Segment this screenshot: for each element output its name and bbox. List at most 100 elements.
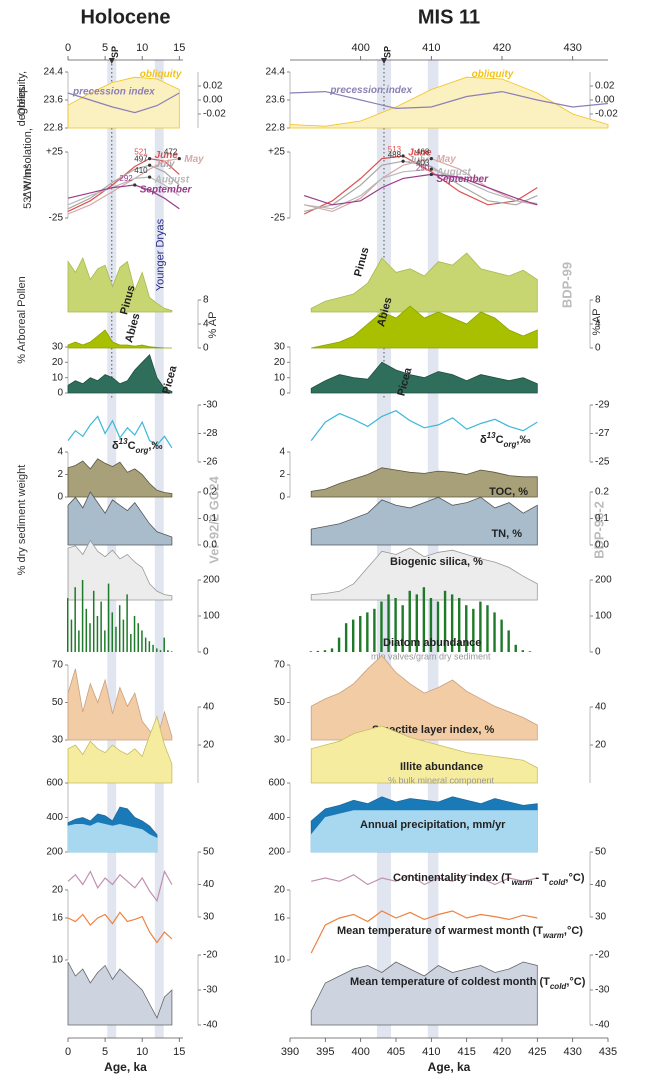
bar: [528, 651, 532, 652]
y-tick-label: 400: [268, 812, 285, 823]
y-tick-label: 100: [203, 611, 220, 622]
bar: [486, 605, 489, 652]
y-tick-label: -25: [595, 457, 610, 468]
sp-label: SP: [382, 46, 392, 58]
y-tick-label: -30: [595, 985, 610, 996]
y-tick-label: 20: [203, 740, 215, 751]
peak-point: [133, 183, 137, 187]
x-tick-label: 0: [65, 1046, 71, 1058]
y-tick-label: 0: [57, 492, 63, 503]
label-part: cold: [549, 878, 567, 887]
bar: [458, 598, 461, 652]
sp-label: SP: [110, 46, 120, 58]
bar: [100, 601, 102, 652]
area: [67, 491, 173, 546]
y-tick-label: 24.4: [266, 67, 286, 78]
y-tick-label: 200: [46, 847, 63, 858]
bar: [152, 644, 154, 652]
x-tick-label: 430: [563, 1046, 581, 1058]
x-tick-label: 410: [422, 1046, 440, 1058]
bar: [507, 630, 510, 652]
x-tick-label: 5: [102, 42, 108, 54]
x-tick-label: 420: [493, 1046, 511, 1058]
peak-point: [177, 157, 181, 161]
y-tick-label: 0: [203, 343, 209, 354]
label-part: 13: [487, 431, 496, 440]
bar: [380, 601, 383, 652]
bar: [422, 587, 426, 652]
area: [289, 76, 609, 129]
bar: [323, 650, 327, 652]
y-tick-label: 400: [46, 812, 63, 823]
y-tick-label: 70: [52, 660, 64, 671]
y-tick-label: 4: [595, 319, 601, 330]
bar: [167, 650, 169, 652]
side-label: % AP: [591, 309, 603, 336]
y-tick-label: -40: [595, 1020, 610, 1031]
series-name: May: [436, 154, 456, 165]
line: [303, 173, 538, 206]
x-tick-label: 435: [599, 1046, 617, 1058]
bar: [443, 590, 447, 652]
y-tick-label: -28: [203, 428, 218, 439]
y-tick-label: 40: [203, 879, 215, 890]
label-part: warm: [543, 931, 564, 940]
x-tick-label: 15: [173, 42, 185, 54]
line: [289, 90, 609, 110]
y-tick-label: 16: [52, 913, 64, 924]
x-tick-label: 15: [173, 1046, 185, 1058]
y-tick-label: 20: [52, 885, 64, 896]
y-tick-label: 20: [52, 357, 64, 368]
bar: [118, 605, 121, 652]
bar: [78, 630, 80, 652]
series-name: obliquity: [140, 69, 182, 80]
bar: [96, 616, 99, 652]
sp-marker: [108, 58, 115, 64]
axis-label: Obliquity,: [16, 71, 28, 116]
side-label: BDP-96-2: [591, 501, 606, 559]
peak-label: 403: [416, 158, 430, 167]
bar: [148, 641, 151, 652]
y-tick-label: 8: [203, 295, 209, 306]
y-tick-label: 23.6: [266, 95, 286, 106]
y-tick-label: 0.1: [595, 513, 609, 524]
x-tick-label: 410: [422, 42, 440, 54]
bar: [352, 619, 355, 652]
time-band: [376, 60, 392, 1038]
bar: [330, 648, 334, 652]
y-tick-label: 0.2: [203, 487, 217, 498]
y-tick-label: 23.6: [44, 95, 64, 106]
panel-label: Diatom abundance: [383, 637, 481, 649]
label-part: ,°C): [564, 925, 583, 937]
y-tick-label: +25: [268, 147, 285, 158]
x-tick-label: 10: [136, 42, 148, 54]
axis-label: ΔW/m²: [22, 164, 34, 198]
y-tick-label: 0.1: [203, 513, 217, 524]
axis-label: % dry sediment weight: [16, 465, 28, 576]
peak-point: [148, 163, 152, 167]
time-band: [107, 60, 117, 1038]
line: [67, 911, 173, 944]
y-tick-label: 24.4: [44, 67, 64, 78]
y-tick-label: 50: [595, 847, 607, 858]
panel-label: Mean temperature of coldest month (Tcold…: [350, 976, 586, 991]
y-tick-label: 16: [274, 913, 286, 924]
bar: [493, 612, 496, 652]
line: [310, 410, 538, 441]
peak-label: 292: [119, 174, 133, 183]
x-axis-label: Age, ka: [104, 1060, 147, 1074]
peak-label: 410: [134, 166, 148, 175]
area: [67, 329, 172, 349]
line: [67, 176, 180, 206]
y-tick-label: 0.00: [203, 95, 223, 106]
sp-marker: [380, 58, 387, 64]
peak-point: [148, 175, 152, 179]
panel-label: Biogenic silica, %: [390, 556, 483, 568]
line: [303, 160, 538, 212]
panel-label: Smectite layer index, %: [372, 724, 494, 736]
y-tick-label: 4: [279, 447, 285, 458]
y-tick-label: 30: [274, 735, 286, 746]
x-tick-label: 405: [387, 1046, 405, 1058]
